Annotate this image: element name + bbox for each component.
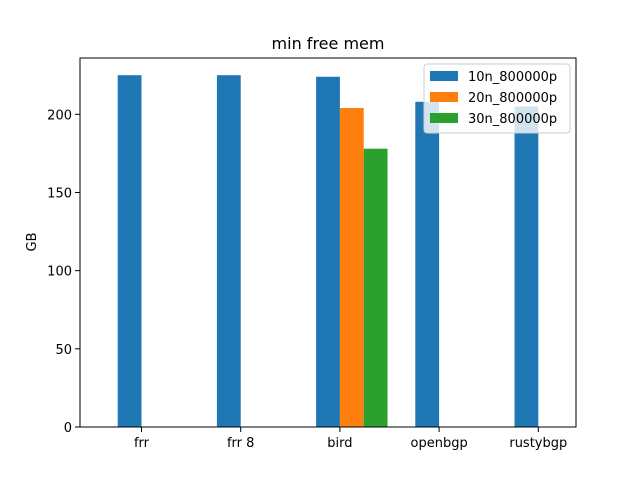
y-tick-label: 150	[47, 186, 72, 201]
legend-swatch-series-1	[430, 71, 458, 81]
x-axis: frr frr 8 bird openbgp rustybgp	[134, 427, 567, 451]
x-tick-label: bird	[327, 436, 352, 451]
y-tick-label: 50	[55, 343, 72, 358]
plot-frame	[79, 57, 577, 428]
legend: 10n_800000p 20n_800000p 30n_800000p	[423, 63, 571, 134]
bar-frr-8-series-1	[216, 75, 241, 427]
legend-swatch-series-2	[430, 92, 458, 102]
bars-group	[117, 75, 539, 427]
legend-label-series-3: 30n_800000p	[468, 112, 557, 127]
y-axis: 0 50 100 150 200	[47, 108, 80, 436]
legend-label-series-2: 20n_800000p	[468, 91, 557, 106]
y-tick-label: 0	[64, 421, 72, 436]
x-tick-label: frr	[134, 436, 150, 451]
bar-bird-series-3	[363, 148, 388, 427]
legend-swatch-series-3	[430, 113, 458, 123]
bar-bird-series-1	[316, 76, 340, 427]
y-axis-label: GB	[25, 233, 40, 252]
y-tick-label: 200	[47, 108, 72, 123]
legend-label-series-1: 10n_800000p	[468, 70, 557, 85]
x-tick-label: frr 8	[227, 436, 254, 451]
bar-bird-series-2	[339, 108, 364, 427]
bar-rustybgp-series-1	[514, 106, 539, 427]
x-tick-label: openbgp	[411, 436, 468, 451]
x-tick-label: rustybgp	[509, 436, 567, 451]
y-tick-label: 100	[47, 265, 72, 280]
legend-box	[423, 63, 571, 134]
bar-openbgp-series-1	[415, 101, 440, 427]
bar-frr-series-1	[117, 75, 142, 427]
chart-title: min free mem	[272, 34, 385, 53]
